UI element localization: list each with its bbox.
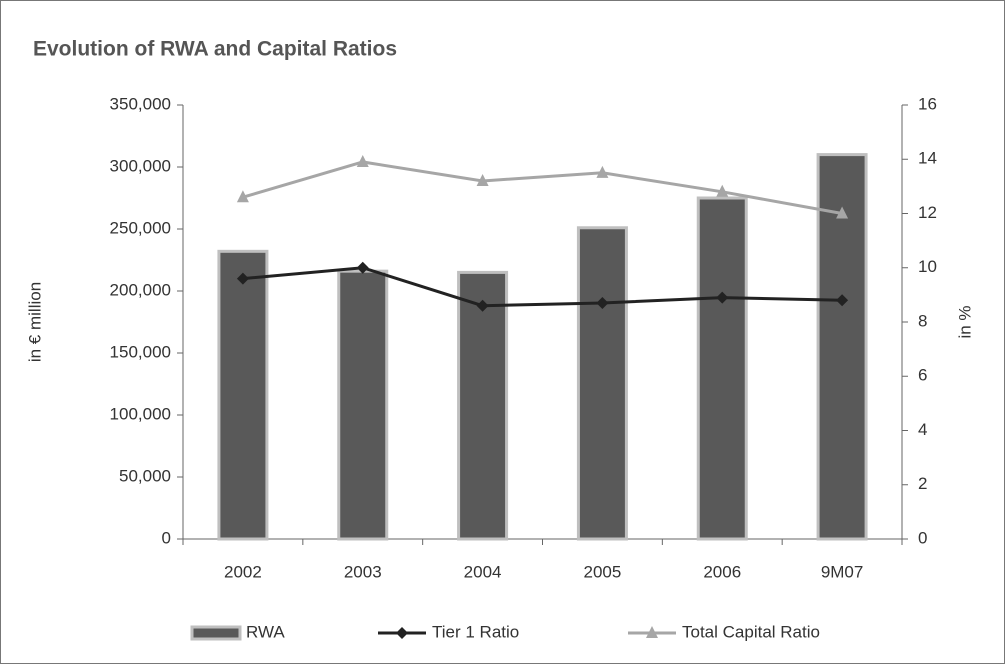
legend-label: Total Capital Ratio xyxy=(682,622,820,641)
y2-tick-label: 2 xyxy=(918,474,927,493)
legend-marker xyxy=(396,627,408,639)
y2-tick-label: 4 xyxy=(918,420,927,439)
bar xyxy=(696,196,748,541)
bar xyxy=(576,226,628,541)
line-marker xyxy=(716,291,729,304)
legend-label: RWA xyxy=(246,622,285,641)
y2-axis-label: in % xyxy=(955,305,974,338)
y2-tick-label: 10 xyxy=(918,257,937,276)
y-tick-label: 350,000 xyxy=(110,94,171,113)
x-tick-label: 2003 xyxy=(344,562,382,581)
line-marker xyxy=(476,299,489,312)
line-marker xyxy=(476,173,489,186)
line-marker xyxy=(836,206,849,219)
y2-tick-label: 8 xyxy=(918,311,927,330)
line-marker xyxy=(356,261,369,274)
y-tick-label: 0 xyxy=(162,528,171,547)
y-tick-label: 50,000 xyxy=(119,466,171,485)
y-tick-label: 250,000 xyxy=(110,218,171,237)
legend-label: Tier 1 Ratio xyxy=(432,622,519,641)
y-tick-label: 200,000 xyxy=(110,280,171,299)
bar xyxy=(457,270,509,541)
line-marker xyxy=(236,272,249,285)
line xyxy=(242,266,843,308)
legend-marker xyxy=(646,626,658,638)
line-marker xyxy=(836,294,849,307)
line-marker xyxy=(236,190,249,203)
y-axis-label: in € million xyxy=(25,282,44,362)
x-tick-label: 2002 xyxy=(224,562,262,581)
y2-tick-label: 12 xyxy=(918,203,937,222)
line-marker xyxy=(716,184,729,197)
x-tick-label: 2006 xyxy=(703,562,741,581)
legend-swatch xyxy=(190,625,242,641)
bar xyxy=(217,249,269,541)
x-tick-label: 2005 xyxy=(584,562,622,581)
y2-tick-label: 6 xyxy=(918,366,927,385)
bar xyxy=(337,269,389,541)
y-tick-label: 100,000 xyxy=(110,404,171,423)
line-marker xyxy=(356,154,369,167)
y-tick-label: 300,000 xyxy=(110,156,171,175)
chart-title: Evolution of RWA and Capital Ratios xyxy=(33,38,397,61)
line-marker xyxy=(596,297,609,310)
y-tick-label: 150,000 xyxy=(110,342,171,361)
x-tick-label: 9M07 xyxy=(821,562,864,581)
y2-tick-label: 0 xyxy=(918,528,927,547)
y2-tick-label: 14 xyxy=(918,149,937,168)
line xyxy=(242,160,843,215)
bar xyxy=(816,153,868,541)
line-marker xyxy=(596,165,609,178)
x-tick-label: 2004 xyxy=(464,562,502,581)
y2-tick-label: 16 xyxy=(918,94,937,113)
